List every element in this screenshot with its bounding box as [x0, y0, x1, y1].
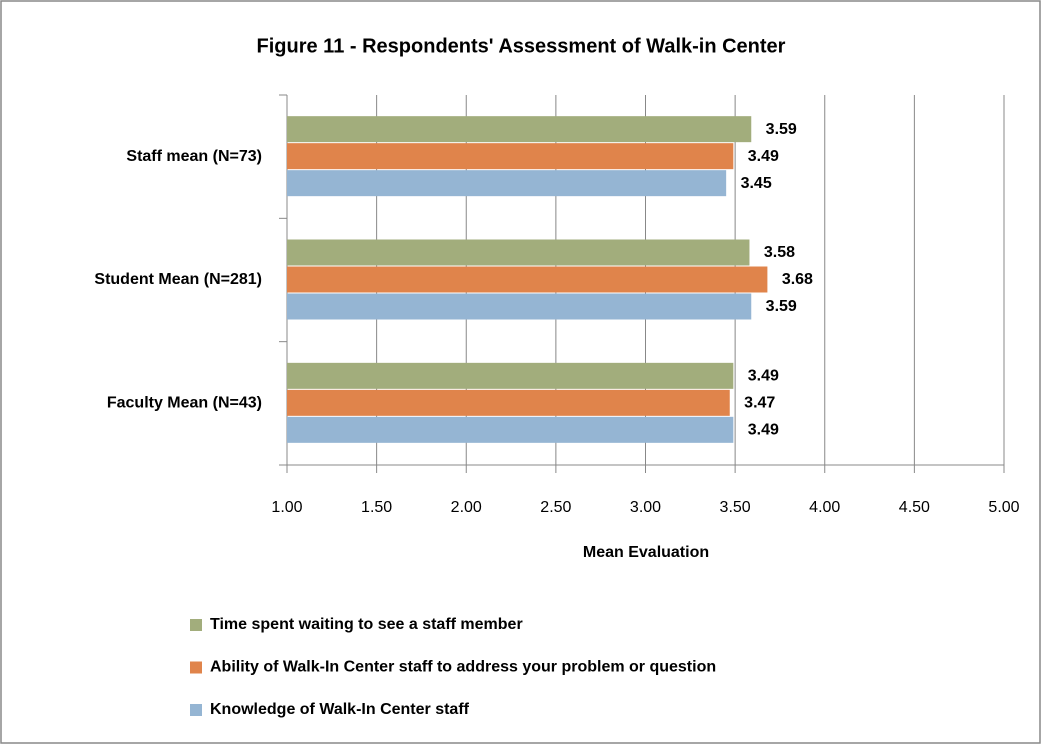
data-label: 3.47: [744, 395, 775, 412]
data-label: 3.59: [766, 298, 797, 315]
x-tick-label: 3.00: [630, 499, 661, 516]
bar: [287, 116, 752, 143]
x-tick-label: 1.50: [361, 499, 392, 516]
data-label: 3.58: [764, 244, 795, 261]
x-tick-label: 3.50: [720, 499, 751, 516]
data-label: 3.49: [748, 368, 779, 385]
x-axis-title: Mean Evaluation: [583, 544, 709, 561]
bar: [287, 293, 752, 320]
x-tick-label: 2.50: [540, 499, 571, 516]
legend-swatch: [190, 619, 202, 631]
y-tick-label: Staff mean (N=73): [126, 148, 262, 165]
legend-label: Time spent waiting to see a staff member: [210, 616, 523, 633]
x-tick-label: 4.50: [899, 499, 930, 516]
bar: [287, 143, 734, 170]
y-tick-label: Student Mean (N=281): [94, 271, 262, 288]
bar: [287, 239, 750, 266]
legend-label: Ability of Walk-In Center staff to addre…: [210, 659, 716, 676]
bar: [287, 362, 734, 389]
bar: [287, 266, 768, 293]
chart-title: Figure 11 - Respondents' Assessment of W…: [257, 35, 786, 57]
data-label: 3.45: [741, 175, 772, 192]
x-tick-label: 1.00: [271, 499, 302, 516]
data-label: 3.49: [748, 422, 779, 439]
x-tick-label: 4.00: [809, 499, 840, 516]
legend-label: Knowledge of Walk-In Center staff: [210, 701, 470, 718]
y-tick-label: Faculty Mean (N=43): [107, 395, 262, 412]
x-tick-label: 2.00: [451, 499, 482, 516]
bar: [287, 170, 727, 197]
data-label: 3.49: [748, 148, 779, 165]
data-label: 3.59: [766, 121, 797, 138]
bar: [287, 416, 734, 443]
x-tick-label: 5.00: [988, 499, 1019, 516]
legend-swatch: [190, 704, 202, 716]
legend-swatch: [190, 661, 202, 674]
data-label: 3.68: [782, 271, 813, 288]
bar: [287, 389, 730, 416]
